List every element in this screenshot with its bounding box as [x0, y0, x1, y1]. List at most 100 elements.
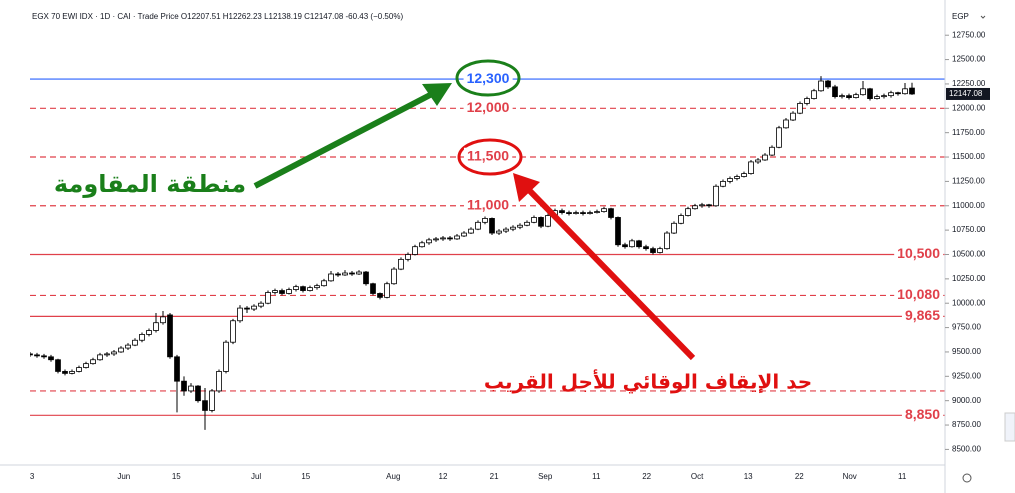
- candle-body: [195, 385, 201, 402]
- candle-body: [174, 356, 180, 382]
- candle-body: [825, 80, 831, 88]
- candle-body: [223, 341, 229, 372]
- candle-body: [405, 254, 411, 260]
- candle-body: [125, 344, 131, 349]
- candle-body: [769, 146, 775, 156]
- y-tick-label: 12500.00: [952, 55, 986, 64]
- candle-body: [783, 119, 789, 129]
- candle-body: [699, 204, 705, 207]
- candle-body: [895, 92, 901, 95]
- candle-body: [874, 96, 880, 99]
- candle-body: [286, 289, 292, 294]
- candle-body: [62, 371, 68, 374]
- candle-body: [55, 359, 61, 372]
- x-tick-label: 21: [490, 472, 499, 481]
- candle-body: [545, 215, 551, 227]
- currency-dropdown[interactable]: [980, 15, 986, 19]
- candle-body: [433, 238, 439, 241]
- y-tick-label: 11250.00: [952, 177, 985, 186]
- candle-body: [30, 353, 33, 356]
- candle-body: [594, 211, 600, 214]
- candle-body: [559, 210, 565, 213]
- candle-body: [349, 272, 355, 275]
- y-tick-label: 8500.00: [952, 445, 981, 454]
- candle-body: [881, 95, 887, 98]
- candle-body: [244, 307, 250, 310]
- candle-body: [475, 221, 481, 230]
- level-label: 9,865: [905, 307, 940, 323]
- candle-body: [678, 215, 684, 224]
- level-label-bg: [463, 69, 513, 86]
- x-tick-label: 11: [898, 472, 907, 481]
- x-tick-label: Nov: [843, 472, 857, 481]
- candle-body: [181, 380, 187, 392]
- candle-body: [818, 80, 824, 92]
- candle-body: [853, 94, 859, 98]
- highlight-ellipse: [457, 138, 523, 176]
- highlight-ellipse: [455, 59, 521, 97]
- x-tick-label: Jun: [117, 472, 130, 481]
- y-tick-label: 10750.00: [952, 225, 986, 234]
- y-tick-label: 11750.00: [952, 128, 985, 137]
- candle-body: [727, 178, 733, 182]
- y-tick-label: 8750.00: [952, 420, 981, 429]
- candle-body: [510, 226, 516, 230]
- candle-body: [811, 90, 817, 99]
- candle-body: [342, 272, 348, 276]
- candle-body: [76, 367, 82, 372]
- candle-body: [685, 208, 691, 216]
- candle-body: [790, 112, 796, 121]
- candle-body: [657, 248, 663, 253]
- level-label-bg: [463, 147, 513, 164]
- y-tick-label: 11500.00: [952, 152, 985, 161]
- y-tick-label: 10250.00: [952, 274, 986, 283]
- background-layer: [30, 78, 945, 416]
- settings-icon[interactable]: [962, 473, 972, 483]
- candle-body: [69, 371, 75, 374]
- candle-body: [111, 351, 117, 355]
- candle-body: [643, 246, 649, 250]
- level-label: 12,300: [467, 70, 510, 86]
- arrow: [253, 91, 434, 189]
- candle-body: [636, 240, 642, 248]
- candle-body: [650, 248, 656, 253]
- candle-body: [524, 221, 530, 226]
- candle-body: [762, 154, 768, 161]
- level-label: 10,500: [897, 245, 940, 261]
- candle-body: [314, 285, 320, 289]
- candle-body: [104, 353, 110, 356]
- level-label: 12,000: [467, 99, 510, 115]
- candle-body: [440, 237, 446, 240]
- candle-body: [720, 180, 726, 187]
- candle-body: [601, 208, 607, 213]
- candle-body: [97, 354, 103, 361]
- candle-body: [48, 356, 54, 361]
- candle-body: [580, 212, 586, 214]
- x-tick-label: Oct: [691, 472, 704, 481]
- x-tick-label: 15: [172, 472, 181, 481]
- level-label: 11,500: [467, 148, 509, 164]
- candle-body: [139, 334, 145, 341]
- candle-body: [265, 292, 271, 304]
- candle-body: [734, 176, 740, 179]
- candle-body: [867, 88, 873, 99]
- x-tick-label: 3: [30, 472, 35, 481]
- level-label-bg: [463, 99, 513, 116]
- annotation-text: حد الإيقاف الوقائي للأجل القريب: [484, 369, 812, 395]
- candle-body: [230, 320, 236, 343]
- candle-body: [209, 390, 215, 411]
- x-tick-label: 13: [744, 472, 753, 481]
- candle-body: [832, 86, 838, 98]
- level-label-bg: [901, 307, 944, 324]
- currency[interactable]: EGP: [952, 12, 969, 21]
- side-widget[interactable]: [1004, 412, 1015, 442]
- annotations: منطقة المقاومة حد الإيقاف الوقائي للأجل …: [54, 59, 812, 395]
- level-label-bg: [463, 196, 513, 213]
- candle-body: [356, 271, 362, 275]
- candle-body: [363, 271, 369, 285]
- candle-body: [671, 222, 677, 234]
- candle-body: [300, 286, 306, 291]
- candle-body: [608, 208, 614, 218]
- candle-body: [615, 217, 621, 246]
- candle-body: [34, 354, 40, 357]
